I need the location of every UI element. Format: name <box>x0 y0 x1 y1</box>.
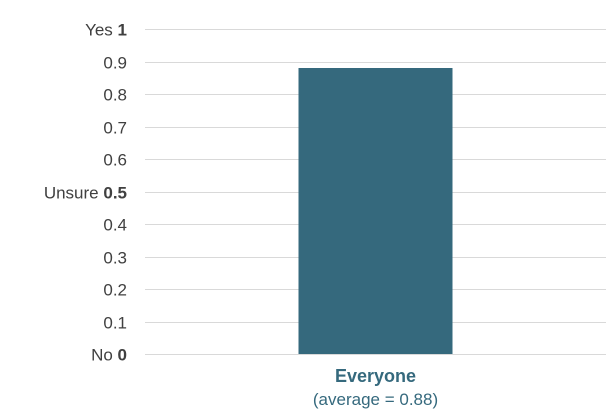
x-axis-categories: Everyone (average = 0.88) <box>313 366 438 409</box>
y-tick-label: 0.2 <box>103 281 127 300</box>
y-tick-label: 0.9 <box>103 54 127 73</box>
y-tick-label: 0.6 <box>103 151 127 170</box>
y-tick-label: 0.4 <box>103 216 127 235</box>
y-tick-prefix: Unsure <box>44 184 104 203</box>
bars <box>298 68 453 354</box>
category-label: Everyone <box>335 366 416 386</box>
y-tick-value: 0 <box>118 346 127 365</box>
y-tick-label: 0.7 <box>103 119 127 138</box>
bar-everyone <box>298 68 453 354</box>
y-tick-label: 0.8 <box>103 86 127 105</box>
y-tick-label: Yes 1 <box>85 21 127 40</box>
y-tick-label: 0.1 <box>103 314 127 333</box>
y-tick-label: No 0 <box>91 346 127 365</box>
y-tick-value: 0.5 <box>103 184 127 203</box>
y-tick-prefix: No <box>91 346 117 365</box>
y-tick-label: 0.3 <box>103 249 127 268</box>
category-sublabel: (average = 0.88) <box>313 390 438 409</box>
y-tick-value: 1 <box>118 21 127 40</box>
y-tick-label: Unsure 0.5 <box>44 184 127 203</box>
y-tick-prefix: Yes <box>85 21 117 40</box>
y-axis-ticks: No 0 0.1 0.2 0.3 0.4 Unsure 0.5 0.6 0.7 0.8 0.9 Ye… <box>44 21 127 365</box>
